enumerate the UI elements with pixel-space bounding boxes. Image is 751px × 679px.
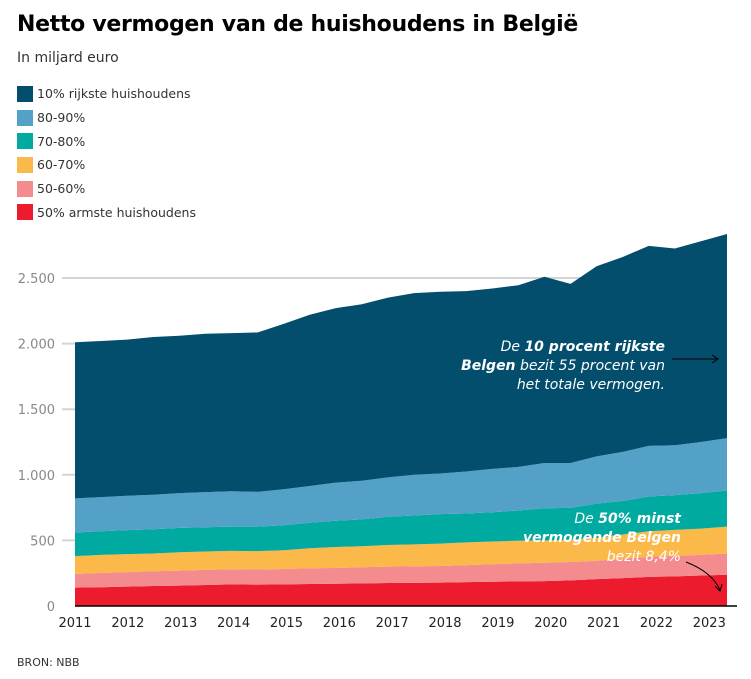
legend-item: 80-90% bbox=[17, 106, 196, 130]
annotation-text: het totale vermogen. bbox=[516, 377, 665, 393]
legend-swatch bbox=[17, 180, 33, 197]
x-tick-label: 2021 bbox=[587, 616, 620, 631]
legend-item: 50% armste huishoudens bbox=[17, 200, 196, 224]
area-50-armste-huishoudens bbox=[75, 574, 727, 606]
y-tick-label: 2.000 bbox=[18, 338, 55, 353]
x-tick-label: 2012 bbox=[111, 616, 144, 631]
arrow-head-icon bbox=[714, 583, 723, 592]
x-tick-label: 2013 bbox=[164, 616, 197, 631]
y-tick-label: 2.500 bbox=[18, 272, 55, 287]
area-10-rijkste-huishoudens bbox=[75, 234, 727, 499]
annotation-text: De bbox=[500, 339, 525, 355]
legend-swatch bbox=[17, 133, 33, 150]
legend: 10% rijkste huishoudens 80-90% 70-80% 60-70… bbox=[17, 82, 196, 224]
annotation-text: De bbox=[574, 511, 599, 527]
legend-label: 50% armste huishoudens bbox=[37, 204, 196, 220]
annotation-bold: 10 procent rijkste bbox=[524, 339, 665, 355]
legend-swatch bbox=[17, 204, 33, 221]
arrow-head-icon bbox=[711, 354, 719, 364]
y-tick-label: 1.000 bbox=[18, 469, 55, 484]
legend-label: 50-60% bbox=[37, 181, 86, 197]
x-tick-label: 2020 bbox=[534, 616, 567, 631]
x-tick-label: 2014 bbox=[217, 616, 250, 631]
legend-label: 80-90% bbox=[37, 110, 86, 126]
area-70-80- bbox=[75, 490, 727, 557]
area-50-60- bbox=[75, 553, 727, 588]
area-60-70- bbox=[75, 526, 727, 574]
annotation-text: bezit 8,4% bbox=[606, 549, 681, 565]
x-tick-label: 2018 bbox=[428, 616, 461, 631]
x-tick-label: 2011 bbox=[58, 616, 91, 631]
x-tick-label: 2016 bbox=[323, 616, 356, 631]
annotation-bold: 50% minst bbox=[598, 511, 681, 527]
annotation-bold: vermogende Belgen bbox=[522, 530, 681, 546]
legend-label: 10% rijkste huishoudens bbox=[37, 86, 191, 102]
legend-item: 60-70% bbox=[17, 153, 196, 177]
y-tick-label: 500 bbox=[30, 534, 55, 549]
x-tick-label: 2015 bbox=[270, 616, 303, 631]
area-80-90- bbox=[75, 438, 727, 533]
legend-swatch bbox=[17, 85, 33, 102]
annotation-bold: Belgen bbox=[461, 358, 516, 374]
legend-item: 70-80% bbox=[17, 129, 196, 153]
x-tick-label: 2017 bbox=[376, 616, 409, 631]
arrow-line bbox=[685, 561, 721, 591]
y-tick-label: 1.500 bbox=[18, 403, 55, 418]
chart-subtitle: In miljard euro bbox=[17, 50, 119, 66]
annotation-bottom50: De 50% minst vermogende Belgen bezit 8,4… bbox=[480, 510, 681, 567]
annotation-text: bezit 55 procent van bbox=[515, 358, 665, 374]
x-tick-label: 2023 bbox=[693, 616, 726, 631]
x-tick-label: 2022 bbox=[640, 616, 673, 631]
chart-title: Netto vermogen van de huishoudens in Bel… bbox=[17, 12, 579, 37]
legend-item: 10% rijkste huishoudens bbox=[17, 82, 196, 106]
legend-label: 70-80% bbox=[37, 133, 86, 149]
legend-swatch bbox=[17, 156, 33, 173]
x-tick-label: 2019 bbox=[481, 616, 514, 631]
y-tick-label: 0 bbox=[47, 600, 55, 615]
legend-item: 50-60% bbox=[17, 177, 196, 201]
legend-swatch bbox=[17, 109, 33, 126]
annotation-top10: De 10 procent rijkste Belgen bezit 55 pr… bbox=[420, 338, 665, 395]
legend-label: 60-70% bbox=[37, 157, 86, 173]
source-note: BRON: NBB bbox=[17, 656, 80, 669]
